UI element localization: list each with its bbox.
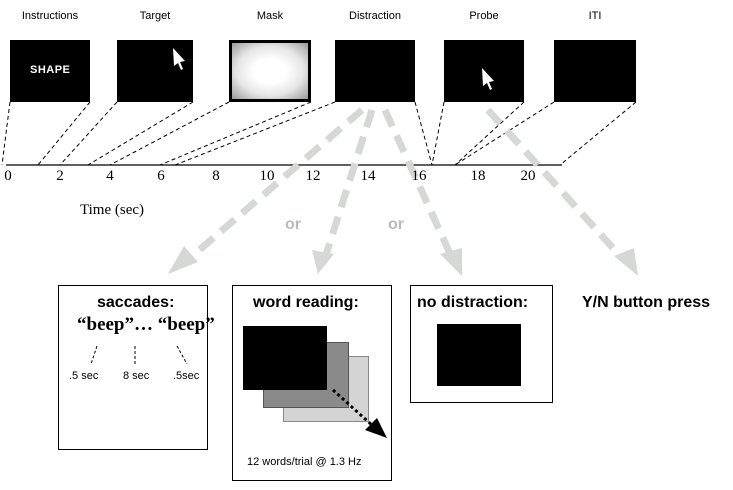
word-reading-caption: 12 words/trial @ 1.3 Hz <box>247 456 362 468</box>
iti-panel <box>554 40 636 102</box>
stage-label-instructions: Instructions <box>21 10 79 22</box>
stage-label-target: Target <box>139 10 171 22</box>
axis-tick: 20 <box>520 168 536 184</box>
interval-label: .5sec <box>173 370 200 382</box>
instructions-shape-text: SHAPE <box>30 64 71 76</box>
target-panel <box>117 40 193 102</box>
axis-tick: 8 <box>212 168 220 184</box>
interval-label: .5 sec <box>69 370 99 382</box>
axis-tick: 0 <box>4 168 12 184</box>
button-press-label: Y/N button press <box>582 294 711 311</box>
stage-label-iti: ITI <box>588 10 602 22</box>
arrow-cursor-icon <box>482 68 494 90</box>
stage-label-distraction: Distraction <box>349 10 401 22</box>
saccades-title: saccades: <box>97 294 175 311</box>
instructions-panel: SHAPE <box>10 40 90 102</box>
word-card <box>243 326 327 390</box>
axis-tick: 16 <box>411 168 427 184</box>
interval-label: 8 sec <box>123 370 150 382</box>
mask-panel <box>229 40 311 102</box>
axis-tick: 4 <box>106 168 114 184</box>
word-reading-box: word reading: 12 words/trial @ 1.3 Hz <box>232 285 392 481</box>
or-label: or <box>388 216 404 233</box>
stage-label-mask: Mask <box>256 10 284 22</box>
axis-label: Time (sec) <box>80 202 145 218</box>
axis-tick: 14 <box>360 168 376 184</box>
word-sequence-arrow <box>331 388 387 438</box>
no-distraction-title: no distraction: <box>417 294 529 311</box>
beep-text: “beep”… “beep” <box>77 314 215 335</box>
axis-tick: 6 <box>157 168 165 184</box>
axis-tick: 18 <box>470 168 486 184</box>
or-label: or <box>285 216 301 233</box>
word-reading-title: word reading: <box>253 294 359 311</box>
axis-tick: 2 <box>56 168 64 184</box>
distraction-panel <box>335 40 415 102</box>
arrow-cursor-icon <box>173 48 185 70</box>
no-distraction-box: no distraction: <box>410 285 553 403</box>
beep-interval-markers <box>90 345 188 365</box>
stage-label-probe: Probe <box>469 10 499 22</box>
saccades-box: saccades: “beep”… “beep” .5 sec 8 sec .5… <box>58 285 215 450</box>
noise-mask <box>232 43 308 99</box>
axis-tick: 10 <box>259 168 275 184</box>
blank-screen <box>437 324 521 386</box>
probe-panel <box>444 40 524 102</box>
axis-tick: 12 <box>305 168 321 184</box>
